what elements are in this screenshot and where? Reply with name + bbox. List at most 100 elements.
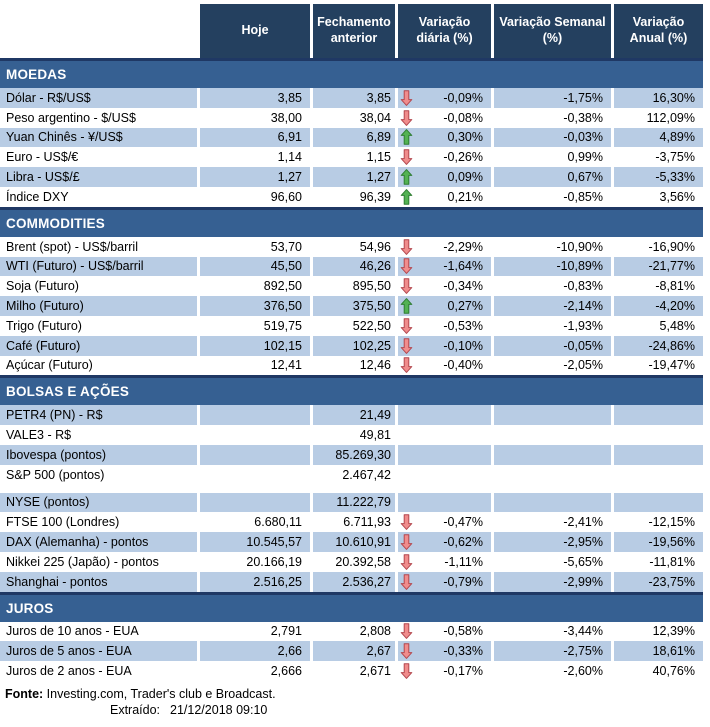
cell-fechamento-anterior: 375,50: [313, 296, 395, 316]
cell-fechamento-anterior: 522,50: [352, 318, 391, 333]
cell-variacao-diaria: 0,30%: [398, 127, 491, 148]
cell-variacao-anual: -3,75%: [655, 150, 695, 165]
down-arrow-icon: [400, 109, 413, 126]
daily-variation-value: -0,08%: [443, 110, 483, 125]
cell-hoje: 38,00: [270, 110, 302, 125]
cell-variacao-anual: 3,56%: [659, 189, 695, 204]
cell-hoje: [200, 465, 310, 485]
cell-fechamento-anterior: 85.269,30: [313, 444, 395, 465]
cell-variacao-anual: -4,20%: [614, 296, 703, 316]
down-arrow-icon: [400, 337, 413, 354]
cell-fechamento-anterior: 2,671: [359, 664, 391, 679]
row-label: DAX (Alemanha) - pontos: [0, 532, 197, 552]
column-header-hoje: Hoje: [200, 4, 310, 58]
row-label: Dólar - R$/US$: [0, 88, 197, 108]
cell-variacao-anual: 4,89%: [614, 127, 703, 148]
down-arrow-icon: [400, 149, 413, 166]
table-row: Libra - US$/£ 1,27 1,27 0,09% 0,67% -5,33%: [0, 167, 703, 187]
source-note: Fonte: Investing.com, Trader's club e Br…: [0, 687, 710, 702]
table-row: Dólar - R$/US$ 3,85 3,85 -0,09% -1,75% 16,30%: [0, 88, 703, 108]
daily-variation-value: 0,30%: [447, 130, 483, 145]
cell-variacao-diaria: -1,11%: [398, 552, 491, 572]
cell-hoje: 1,14: [277, 150, 302, 165]
row-label: Nikkei 225 (Japão) - pontos: [6, 554, 159, 569]
cell-variacao-anual: -12,15%: [648, 515, 695, 530]
section-header-commodities: COMMODITIES: [0, 206, 703, 237]
cell-variacao-semanal: -0,38%: [563, 110, 603, 125]
row-label: Peso argentino - $/US$: [6, 110, 136, 125]
down-arrow-icon: [400, 623, 413, 640]
cell-fechamento-anterior: 54,96: [359, 239, 391, 254]
row-label: Juros de 2 anos - EUA: [6, 664, 132, 679]
row-label: Juros de 5 anos - EUA: [0, 641, 197, 662]
daily-variation-value: -0,26%: [443, 150, 483, 165]
daily-variation-value: -2,29%: [443, 239, 483, 254]
section-header-moedas: MOEDAS: [0, 58, 703, 88]
cell-variacao-diaria: 0,27%: [398, 296, 491, 316]
daily-variation-value: -0,33%: [443, 644, 483, 659]
cell-variacao-anual: [614, 444, 703, 465]
table-row: Peso argentino - $/US$ 38,00 38,04 -0,08% -0…: [0, 108, 703, 128]
row-label: Café (Futuro): [0, 335, 197, 356]
cell-variacao-anual: 16,30%: [614, 88, 703, 108]
cell-hoje: 1,27: [200, 167, 310, 187]
table-header-row: Hoje Fechamento anterior Variação diária…: [0, 4, 703, 58]
cell-variacao-diaria: -0,33%: [398, 641, 491, 662]
table-row: Brent (spot) - US$/barril 53,70 54,96 -2,29…: [0, 237, 703, 257]
cell-variacao-semanal: [494, 405, 611, 426]
cell-hoje: [200, 405, 310, 426]
header-empty-corner: [0, 4, 197, 58]
cell-variacao-anual: -21,77%: [614, 256, 703, 277]
cell-fechamento-anterior: 38,04: [359, 110, 391, 125]
cell-fechamento-anterior: 1,27: [313, 167, 395, 187]
cell-variacao-diaria: 0,21%: [398, 187, 491, 207]
row-label: Milho (Futuro): [0, 296, 197, 316]
cell-variacao-semanal: -2,41%: [563, 515, 603, 530]
cell-fechamento-anterior: 2,67: [313, 641, 395, 662]
cell-variacao-anual: -11,81%: [649, 554, 695, 569]
cell-variacao-diaria: [398, 425, 491, 445]
down-arrow-icon: [400, 357, 413, 374]
row-label: Euro - US$/€: [6, 150, 79, 165]
cell-hoje: [200, 444, 310, 465]
cell-hoje: 519,75: [263, 318, 302, 333]
daily-variation-value: -0,47%: [443, 515, 483, 530]
row-label: Brent (spot) - US$/barril: [6, 239, 138, 254]
cell-variacao-diaria: -0,62%: [398, 532, 491, 552]
cell-hoje: 376,50: [200, 296, 310, 316]
cell-fechamento-anterior: 6,89: [313, 127, 395, 148]
table-row: Índice DXY 96,60 96,39 0,21% -0,85% 3,56%: [0, 187, 703, 207]
cell-fechamento-anterior: 3,85: [313, 88, 395, 108]
cell-variacao-semanal: -2,60%: [563, 664, 603, 679]
cell-hoje: 3,85: [200, 88, 310, 108]
table-row: S&P 500 (pontos) 2.467,42: [0, 465, 703, 485]
row-label: FTSE 100 (Londres): [6, 515, 120, 530]
cell-variacao-diaria: -0,34%: [398, 276, 491, 296]
daily-variation-value: -0,79%: [443, 574, 483, 589]
cell-variacao-semanal: -10,89%: [494, 256, 611, 277]
cell-hoje: 12,41: [270, 358, 302, 373]
down-arrow-icon: [400, 318, 413, 334]
cell-variacao-diaria: [398, 492, 491, 513]
cell-hoje: 20.166,19: [246, 554, 302, 569]
cell-variacao-diaria: -0,47%: [398, 512, 491, 532]
down-arrow-icon: [400, 258, 413, 275]
row-label: Índice DXY: [6, 189, 69, 204]
up-arrow-icon: [400, 169, 413, 185]
table-row: Nikkei 225 (Japão) - pontos 20.166,19 20.3…: [0, 552, 703, 572]
up-arrow-icon: [400, 129, 413, 146]
down-arrow-icon: [400, 663, 413, 679]
cell-fechamento-anterior: 895,50: [352, 279, 391, 294]
cell-variacao-diaria: -0,10%: [398, 335, 491, 356]
cell-variacao-semanal: -0,83%: [563, 279, 603, 294]
cell-variacao-anual: -24,86%: [614, 335, 703, 356]
section-header-juros: JUROS: [0, 591, 703, 622]
cell-variacao-diaria: [398, 405, 491, 426]
row-spacer: [0, 484, 703, 493]
cell-variacao-semanal: -2,05%: [563, 358, 603, 373]
cell-hoje: 2,791: [270, 624, 302, 639]
table-row: Ibovespa (pontos) 85.269,30: [0, 444, 703, 465]
cell-fechamento-anterior: 96,39: [359, 189, 391, 204]
table-row: DAX (Alemanha) - pontos 10.545,57 10.610,9…: [0, 532, 703, 552]
